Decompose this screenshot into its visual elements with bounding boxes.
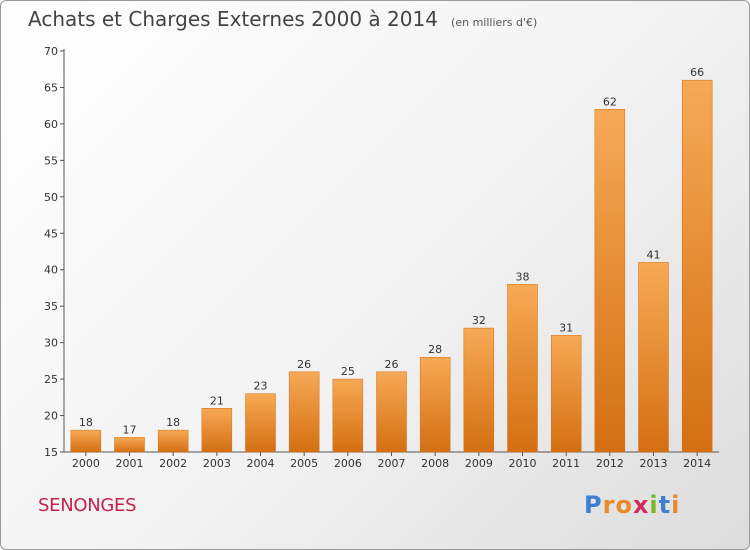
y-tick-label: 60 [44,118,58,131]
data-label: 26 [385,358,399,371]
y-tick-label: 65 [44,81,58,94]
data-label: 21 [210,394,224,407]
x-tick-label: 2008 [421,457,449,470]
bar [157,429,189,453]
bars [70,79,713,453]
brand-logo-letter: x [632,491,650,519]
chart-title: Achats et Charges Externes 2000 à 2014 [28,7,438,31]
bar [594,109,626,453]
y-tick-label: 45 [44,227,58,240]
data-label: 66 [690,66,704,79]
bar [681,79,713,453]
title-row: Achats et Charges Externes 2000 à 2014 (… [28,7,537,31]
bar [288,371,320,453]
bar [114,437,145,453]
x-tick-label: 2013 [640,457,668,470]
data-label: 23 [254,380,268,393]
data-label: 18 [79,416,93,429]
bar [70,429,102,453]
brand-logo-letter: o [615,491,633,519]
bar [332,378,364,453]
brand-logo-letter: t [658,491,672,519]
brand-logo: Proxiti [584,491,680,519]
data-label: 25 [341,365,355,378]
y-tick-label: 15 [44,446,58,459]
x-tick-label: 2006 [334,457,362,470]
x-tick-label: 2004 [247,457,275,470]
data-label: 17 [123,423,137,436]
y-tick-label: 20 [44,410,58,423]
bar [376,371,407,453]
bar [463,327,495,453]
bar [507,284,538,453]
x-tick-label: 2014 [683,457,711,470]
axes: 15 20 25 30 35 40 45 50 55 60 65 70 2000 2001 2002 2003… [44,45,719,470]
y-tick-label: 55 [44,154,58,167]
y-tick-label: 70 [44,45,58,58]
brand-logo-letter: i [649,491,659,519]
place-name: SENONGES [38,495,137,516]
x-tick-label: 2012 [596,457,624,470]
data-label: 32 [472,314,486,327]
data-label: 38 [516,270,530,283]
y-tick-label: 35 [44,300,58,313]
x-tick-label: 2005 [290,457,318,470]
y-tick-label: 40 [44,264,58,277]
x-tick-label: 2009 [465,457,493,470]
y-tick-label: 30 [44,337,58,350]
x-tick-label: 2001 [116,457,144,470]
x-tick-label: 2007 [378,457,406,470]
y-tick-label: 50 [44,191,58,204]
data-label: 28 [428,343,442,356]
brand-logo-letter: i [671,491,681,519]
x-tick-label: 2003 [203,457,231,470]
x-tick-label: 2010 [509,457,537,470]
value-labels: 18 17 18 21 23 26 25 26 28 32 38 31 62 41 66 [79,66,704,436]
chart-subtitle: (en milliers d'€) [451,16,538,29]
data-label: 62 [603,95,617,108]
bar [245,393,276,453]
data-label: 18 [166,416,180,429]
bar [638,262,669,453]
data-label: 31 [559,321,573,334]
brand-logo-letter: r [602,491,616,519]
bar [550,335,582,453]
x-tick-label: 2002 [159,457,187,470]
x-tick-label: 2000 [72,457,100,470]
x-tick-label: 2011 [552,457,580,470]
brand-logo-letter: P [584,491,603,519]
bar [419,356,451,453]
data-label: 41 [647,248,661,261]
data-label: 26 [297,358,311,371]
bar [201,408,233,453]
y-tick-label: 25 [44,373,58,386]
